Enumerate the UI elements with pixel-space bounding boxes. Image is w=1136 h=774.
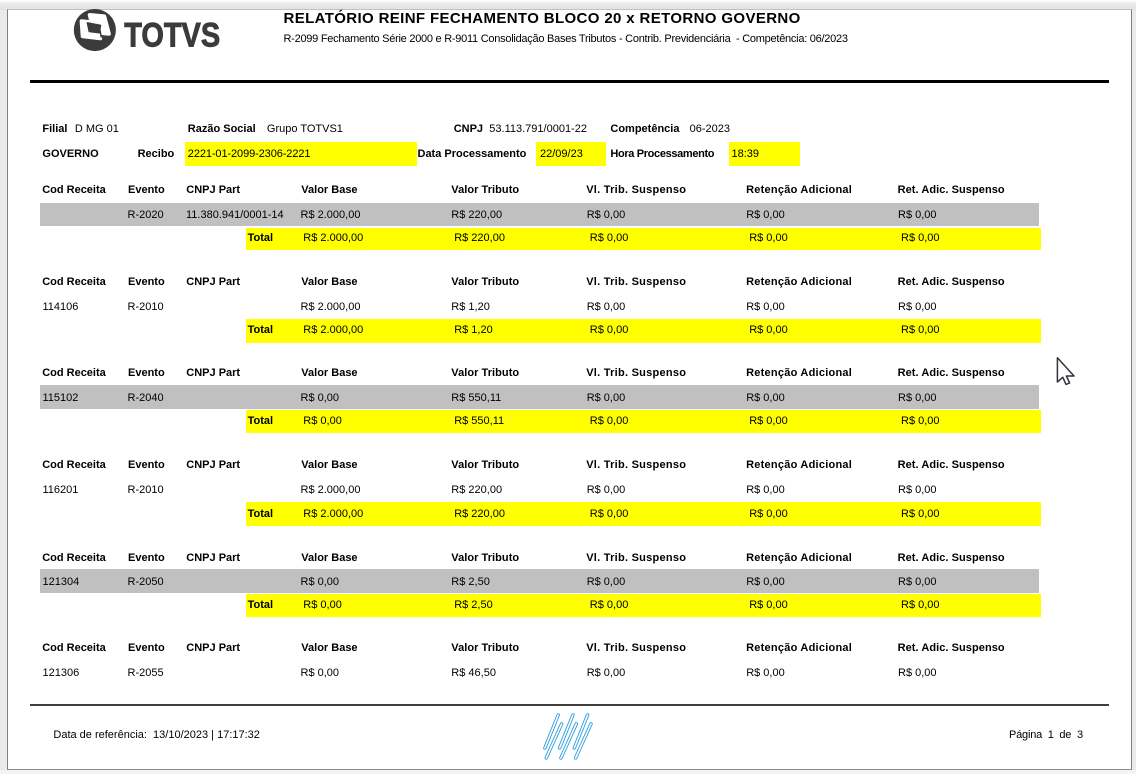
svg-text:TOTVS: TOTVS [124,16,220,54]
